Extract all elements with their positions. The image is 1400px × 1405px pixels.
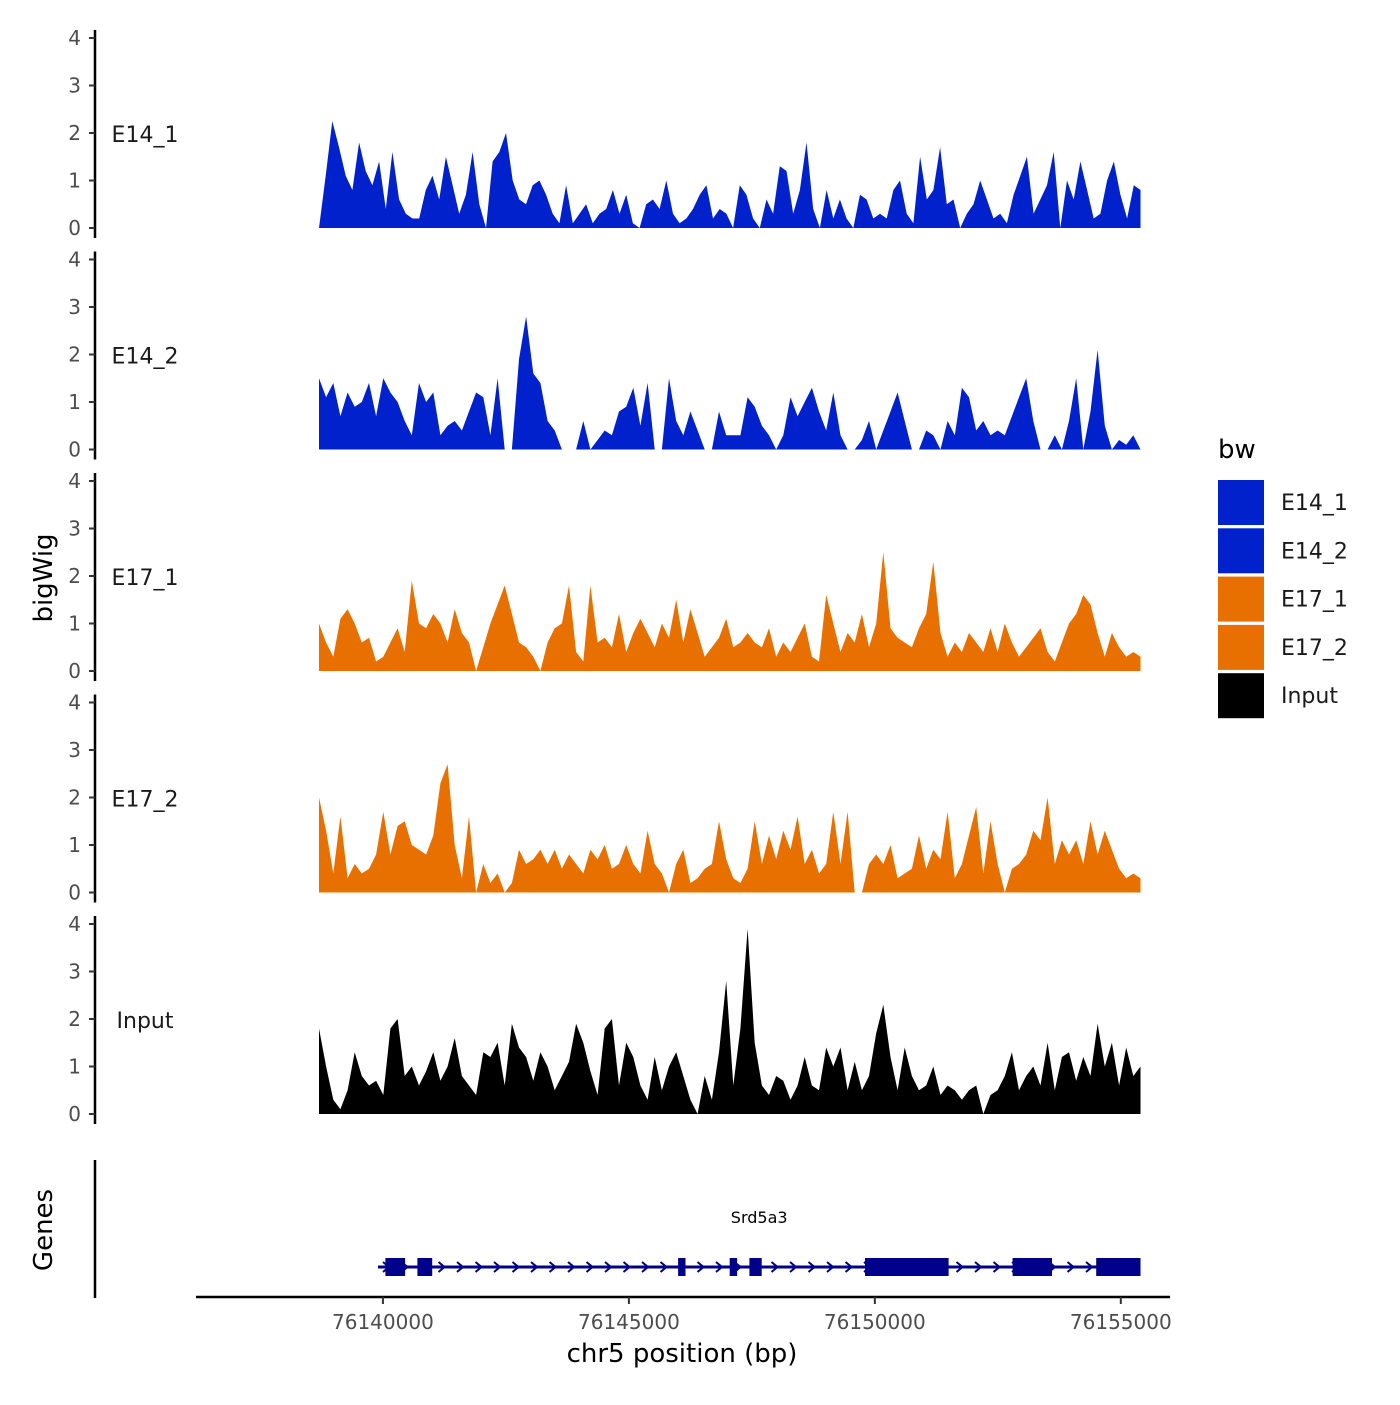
gene-exon — [865, 1258, 949, 1276]
x-tick-label: 76140000 — [332, 1310, 434, 1334]
strand-arrow — [974, 1261, 983, 1273]
gene-exon — [749, 1258, 762, 1276]
legend: bw E14_1 E14_2 E17_1 E17_2 Input — [1218, 435, 1348, 719]
strand-arrow — [770, 1261, 780, 1273]
strand-arrow — [696, 1261, 706, 1273]
y-tick-label: 2 — [68, 1007, 81, 1031]
y-tick-label: 3 — [68, 74, 81, 98]
y-tick-label: 0 — [68, 216, 81, 240]
y-tick-label: 2 — [68, 786, 81, 810]
coverage-area-E14_1 — [319, 121, 1141, 228]
strand-arrow — [493, 1261, 502, 1273]
legend-label: E17_1 — [1281, 588, 1348, 613]
legend-swatch — [1218, 576, 1264, 622]
strand-arrow — [641, 1261, 650, 1273]
tracks-layer: 0 1 2 3 4 E14_1 0 1 2 3 4 E14_2 0 1 2 3 4 E17_1 0 1 2 3 4 E17_2… — [68, 26, 1141, 1126]
y-tick-label: 1 — [68, 1055, 81, 1079]
track-panel-E17_1: 0 1 2 3 4 E17_1 — [68, 469, 1141, 683]
track-label: Input — [117, 1009, 174, 1034]
legend-label: E14_1 — [1281, 491, 1348, 516]
y-tick-label: 1 — [68, 833, 81, 857]
gene-name-label: Srd5a3 — [731, 1208, 788, 1227]
y-tick-label: 3 — [68, 960, 81, 984]
y-tick-label: 3 — [68, 738, 81, 762]
legend-swatch — [1218, 480, 1264, 525]
track-panel-E14_1: 0 1 2 3 4 E14_1 — [68, 26, 1141, 240]
legend-label: E17_2 — [1281, 636, 1348, 661]
strand-arrow — [548, 1261, 558, 1273]
strand-arrow — [715, 1261, 724, 1273]
gene-exon — [1012, 1258, 1052, 1276]
x-axis: 76140000 76145000 76150000 76155000 — [196, 1295, 1172, 1334]
y-tick-label: 0 — [68, 881, 81, 905]
y-tick-label: 4 — [68, 26, 81, 50]
strand-arrow — [456, 1261, 465, 1273]
strand-arrow — [826, 1261, 835, 1273]
strand-arrow — [789, 1261, 798, 1273]
x-tick-label: 76155000 — [1070, 1310, 1172, 1334]
gene-exon — [417, 1258, 433, 1276]
gene-exon — [678, 1258, 686, 1276]
y-tick-label: 4 — [68, 469, 81, 493]
strand-arrow — [567, 1261, 576, 1273]
strand-arrow — [530, 1261, 539, 1273]
strand-arrow — [585, 1261, 595, 1273]
legend-label: E14_2 — [1281, 539, 1348, 564]
strand-arrow — [992, 1261, 1002, 1273]
track-panel-Input: 0 1 2 3 4 Input — [68, 912, 1141, 1126]
track-panel-E14_2: 0 1 2 3 4 E14_2 — [68, 248, 1141, 462]
coverage-area-Input — [319, 928, 1141, 1114]
gene-exon — [385, 1258, 406, 1276]
y-tick-label: 4 — [68, 248, 81, 272]
legend-title: bw — [1218, 435, 1256, 465]
y-tick-label: 1 — [68, 169, 81, 193]
y-tick-label: 0 — [68, 1102, 81, 1126]
gene-exon — [729, 1258, 738, 1276]
y-axis-title: bigWig — [29, 533, 59, 622]
y-tick-label: 4 — [68, 691, 81, 715]
x-tick-label: 76150000 — [824, 1310, 926, 1334]
y-tick-label: 2 — [68, 343, 81, 367]
y-tick-label: 1 — [68, 612, 81, 636]
y-tick-label: 0 — [68, 438, 81, 462]
strand-arrow — [1085, 1261, 1094, 1273]
x-tick-label: 76145000 — [578, 1310, 680, 1334]
x-axis-title: chr5 position (bp) — [567, 1339, 798, 1369]
legend-swatch — [1218, 528, 1264, 574]
y-tick-label: 2 — [68, 564, 81, 588]
y-tick-label: 3 — [68, 517, 81, 541]
legend-label: Input — [1281, 684, 1338, 709]
y-tick-label: 3 — [68, 295, 81, 319]
y-tick-label: 0 — [68, 659, 81, 683]
y-tick-label: 4 — [68, 912, 81, 936]
strand-arrow — [659, 1261, 669, 1273]
track-panel-E17_2: 0 1 2 3 4 E17_2 — [68, 691, 1141, 905]
strand-arrow — [622, 1261, 632, 1273]
gene-exon — [1096, 1258, 1141, 1276]
gene-layer: Srd5a3 — [93, 1160, 1141, 1298]
y-tick-label: 1 — [68, 390, 81, 414]
track-label: E14_2 — [112, 345, 179, 370]
strand-arrow — [511, 1261, 521, 1273]
strand-arrow — [1066, 1261, 1076, 1273]
genes-axis-title: Genes — [29, 1189, 59, 1271]
y-tick-label: 2 — [68, 121, 81, 145]
strand-arrow — [955, 1261, 965, 1273]
coverage-area-E17_2 — [319, 764, 1141, 893]
coverage-area-E17_1 — [319, 552, 1141, 671]
track-label: E14_1 — [112, 123, 179, 148]
strand-arrow — [844, 1261, 854, 1273]
track-label: E17_2 — [112, 788, 179, 813]
strand-arrow — [807, 1261, 817, 1273]
legend-swatch — [1218, 673, 1264, 719]
coverage-area-E14_2 — [319, 316, 1141, 450]
track-label: E17_1 — [112, 566, 179, 591]
strand-arrow — [437, 1261, 447, 1273]
strand-arrow — [474, 1261, 484, 1273]
strand-arrow — [604, 1261, 613, 1273]
legend-swatch — [1218, 624, 1264, 670]
